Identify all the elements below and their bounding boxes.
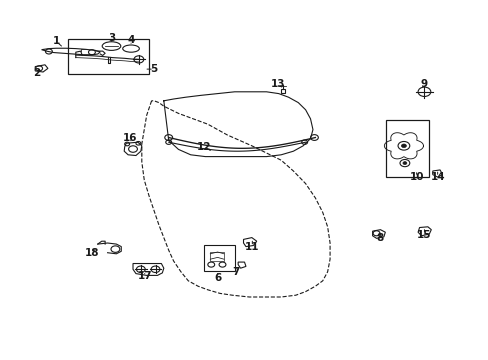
Text: 6: 6 — [214, 273, 221, 283]
Polygon shape — [432, 170, 442, 177]
Text: 8: 8 — [376, 233, 383, 243]
Text: 2: 2 — [33, 68, 40, 78]
Text: 11: 11 — [244, 242, 259, 252]
Bar — [204, 245, 234, 271]
Text: 14: 14 — [429, 172, 444, 182]
Circle shape — [402, 162, 406, 165]
Text: 18: 18 — [84, 248, 99, 258]
Polygon shape — [417, 227, 430, 236]
Polygon shape — [124, 142, 142, 156]
Text: 3: 3 — [108, 33, 115, 43]
Circle shape — [401, 144, 406, 148]
Text: 13: 13 — [270, 78, 285, 89]
Polygon shape — [280, 89, 284, 93]
Bar — [386, 120, 428, 177]
Text: 4: 4 — [127, 35, 135, 45]
Text: 7: 7 — [232, 267, 240, 277]
Text: 9: 9 — [420, 78, 427, 89]
Text: 15: 15 — [416, 230, 431, 240]
Polygon shape — [238, 262, 245, 268]
Text: 5: 5 — [150, 64, 157, 74]
Text: 12: 12 — [197, 142, 211, 152]
Bar — [68, 39, 149, 74]
Text: 17: 17 — [137, 271, 152, 282]
Polygon shape — [133, 264, 163, 275]
Polygon shape — [35, 65, 48, 72]
Polygon shape — [243, 238, 256, 247]
Text: 16: 16 — [122, 132, 137, 143]
Text: 1: 1 — [53, 36, 60, 46]
Bar — [210, 252, 224, 261]
Polygon shape — [372, 230, 385, 238]
Polygon shape — [41, 48, 100, 55]
Text: 10: 10 — [408, 172, 423, 182]
